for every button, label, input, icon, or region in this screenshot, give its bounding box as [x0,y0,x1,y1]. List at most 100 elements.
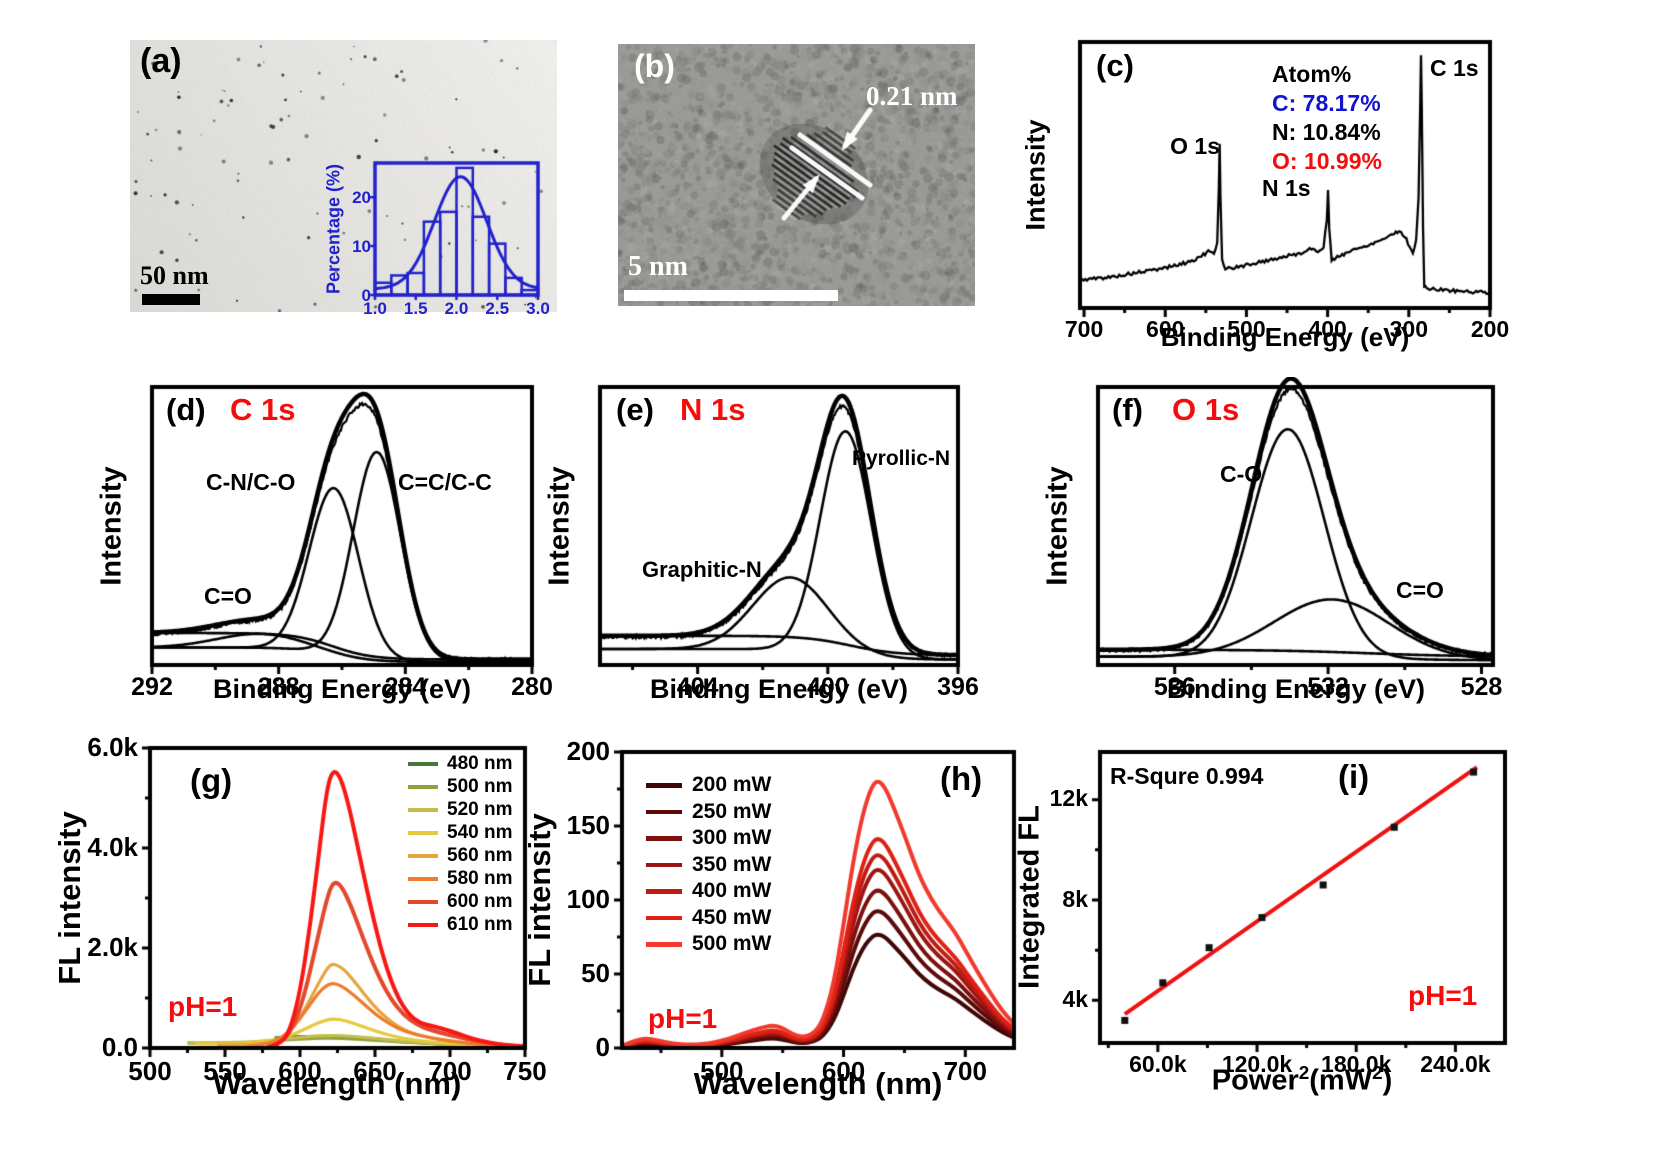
component-label-pyrollic: Pyrollic-N [852,447,951,470]
y-tick-label: 0.0 [101,1031,138,1062]
legend-item: 480 nm [408,752,512,775]
component-label-graphitic: Graphitic-N [642,557,762,582]
panel-label-h: (h) [940,760,983,797]
x-tick-label: 400 [806,673,849,701]
y-tick-label: 4.0k [87,831,138,862]
legend-label: 500 mW [692,932,772,956]
panel-label-d: (d) [166,392,206,427]
x-axis-label-g: Wavelength (nm) [212,1066,462,1101]
panel-label-c: (c) [1096,48,1134,83]
fl-power-canvas [612,742,1024,1058]
panel-label-g: (g) [190,762,233,799]
legend-swatch [408,830,438,835]
component-label-c-o: C-O [1220,461,1263,487]
atom-percent-nitrogen: N: 10.84% [1272,119,1381,145]
x-tick-label: 700 [943,1056,987,1086]
atom-percent-carbon: C: 78.17% [1272,90,1381,116]
y-tick-label: 2.0k [87,931,138,962]
y-tick-label: 4k [1062,986,1088,1013]
x-tick-label: 404 [676,673,719,701]
legend-label: 400 mW [692,879,772,903]
legend-swatch [646,942,682,947]
x-tick-label: 528 [1460,673,1503,701]
legend-label: 200 mW [692,773,772,797]
x-tick-label: 240.0k [1420,1051,1491,1077]
peak-label-c1s: C 1s [1430,55,1479,81]
x-axis-label-c: Binding Energy (eV) [1160,322,1410,352]
inset-x-tick-label: 2.5 [485,299,510,318]
x-tick-label: 292 [131,673,173,701]
legend-item: 580 nm [408,867,512,890]
panel-title-e: N 1s [680,392,746,427]
integrated-fl-canvas [1090,742,1515,1053]
inset-y-tick-label: 10 [352,237,371,257]
component-label-c-dbl-o: C=O [1396,577,1444,603]
y-tick-label: 6.0k [87,731,138,762]
y-tick-label: 200 [566,735,610,766]
legend-item: 300 mW [646,825,771,852]
x-tick-label: 120.0k [1221,1051,1293,1077]
legend-item: 450 mW [646,905,771,932]
legend-label: 540 nm [447,821,513,843]
y-tick-label: 100 [566,883,610,914]
legend-label: 480 nm [447,752,513,774]
atom-percent-oxygen: O: 10.99% [1272,148,1382,174]
legend-item: 610 nm [408,913,512,936]
legend-swatch [408,761,438,766]
xlabel-i-sup1: 2 [1298,1062,1310,1083]
x-tick-label: 600 [278,1056,322,1086]
scale-bar-label-a: 50 nm [140,261,209,290]
x-tick-label: 500 [700,1056,744,1086]
panel-label-b: (b) [634,48,675,84]
legend-swatch [646,809,682,814]
x-tick-label: 550 [203,1056,247,1086]
legend-h: 200 mW 250 mW 300 mW 350 mW 400 mW 450 mW 500 … [646,772,771,958]
legend-swatch [646,836,682,841]
x-tick-label: 400 [1308,316,1347,342]
legend-label: 520 nm [447,798,513,820]
y-axis-label-c: Intensity [1020,119,1051,231]
x-tick-label: 500 [128,1056,172,1086]
legend-swatch [408,899,438,904]
legend-label: 560 nm [447,844,513,866]
legend-label: 610 nm [447,913,513,935]
lattice-spacing-label: 0.21 nm [866,81,958,111]
xps-n1s-canvas [590,377,968,675]
component-label-cc: C=C/C-C [398,469,492,495]
y-axis-label-d: Intensity [95,466,128,586]
inset-y-tick-label: 20 [352,188,371,208]
peak-label-o1s: O 1s [1170,133,1220,159]
xps-o1s-canvas [1088,377,1503,675]
scale-bar-b [624,290,838,301]
legend-item: 560 nm [408,844,512,867]
x-tick-label: 600 [821,1056,866,1086]
x-tick-label: 280 [511,673,553,701]
fl-excitation-canvas [140,738,535,1058]
x-axis-label-e: Binding Energy (eV) [649,674,909,704]
x-tick-label: 284 [384,673,427,701]
tem-image-canvas [130,40,557,312]
x-tick-label: 500 [1227,316,1266,342]
x-tick-label: 700 [428,1056,472,1086]
panel-a-tem-image: (a) 50 nm Percentage (%) 1.0 1.5 2.0 2.5 3.0… [130,40,557,318]
component-label-co-d: C=O [204,583,252,609]
x-axis-label-i: Power2(mW2) [1092,1062,1512,1098]
panel-label-f: (f) [1112,392,1143,427]
inset-x-tick-label: 1.5 [403,299,428,318]
y-tick-label: 8k [1062,885,1088,912]
y-axis-label-f: Intensity [1041,466,1074,586]
legend-label: 250 mW [692,799,772,823]
legend-label: 500 nm [447,775,513,797]
legend-swatch [408,922,438,927]
legend-item: 520 nm [408,798,512,821]
legend-item: 600 nm [408,890,512,913]
legend-item: 250 mW [646,799,771,826]
x-tick-label: 700 [1064,316,1104,342]
legend-swatch [408,853,438,858]
hrtem-image-canvas [618,44,975,306]
panel-label-e: (e) [616,392,654,427]
r-square-label: R-Squre 0.994 [1110,763,1264,789]
x-axis-label-f: Binding Energy (eV) [1166,674,1426,704]
inset-x-tick-label: 3.0 [526,299,550,318]
